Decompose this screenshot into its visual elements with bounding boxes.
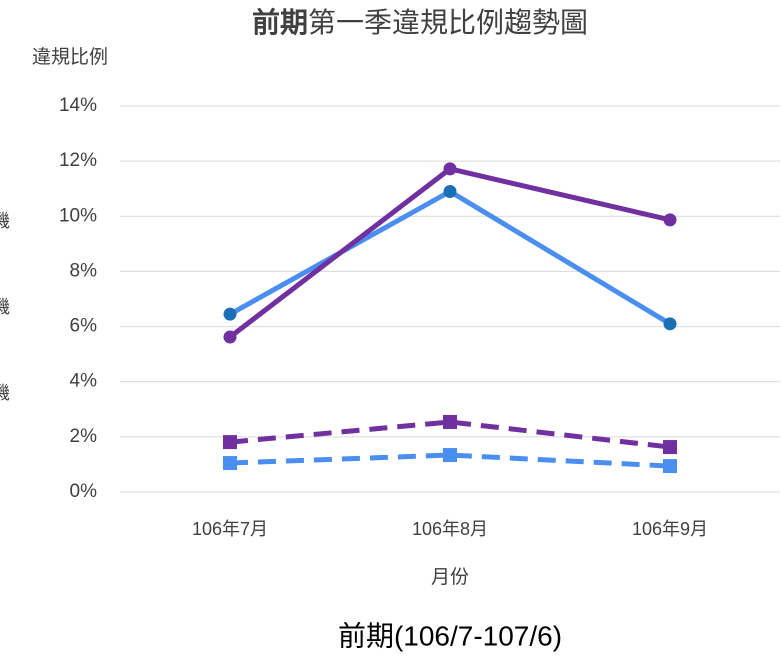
legend-fragment: 機 bbox=[0, 297, 10, 317]
legend-fragment: 機 bbox=[0, 383, 10, 403]
marker bbox=[663, 317, 677, 331]
marker bbox=[443, 414, 457, 429]
y-tick-label: 8% bbox=[70, 260, 98, 281]
marker bbox=[223, 330, 237, 344]
y-axis-title: 違規比例 bbox=[32, 46, 108, 68]
y-tick-label: 2% bbox=[70, 426, 98, 447]
series-line bbox=[228, 188, 672, 326]
subtitle: 前期(106/7-107/6) bbox=[338, 620, 562, 651]
x-tick-label: 106年7月 bbox=[192, 519, 268, 539]
y-tick-label: 10% bbox=[59, 205, 97, 226]
marker bbox=[663, 440, 677, 455]
marker bbox=[223, 307, 237, 321]
y-tick-label: 0% bbox=[70, 481, 98, 502]
y-tick-label: 12% bbox=[59, 150, 97, 171]
marker bbox=[223, 456, 237, 471]
series-line bbox=[229, 452, 671, 469]
marker bbox=[443, 448, 457, 463]
legend-fragment: 機 bbox=[0, 211, 10, 231]
x-tick-label: 106年9月 bbox=[632, 519, 708, 539]
series-line bbox=[229, 419, 671, 450]
marker bbox=[443, 162, 457, 176]
marker bbox=[443, 184, 457, 198]
y-tick-label: 6% bbox=[70, 316, 98, 337]
y-tick-label: 14% bbox=[59, 95, 97, 116]
x-axis-title: 月份 bbox=[431, 566, 469, 588]
x-tick-label: 106年8月 bbox=[412, 519, 488, 539]
marker bbox=[223, 435, 237, 450]
y-tick-label: 4% bbox=[70, 371, 98, 392]
marker bbox=[663, 213, 677, 227]
title-bold: 前期 bbox=[252, 6, 308, 38]
title-rest: 第一季違規比例趨勢圖 bbox=[308, 7, 588, 38]
marker bbox=[663, 459, 677, 474]
chart-title: 前期第一季違規比例趨勢圖 bbox=[252, 6, 588, 38]
